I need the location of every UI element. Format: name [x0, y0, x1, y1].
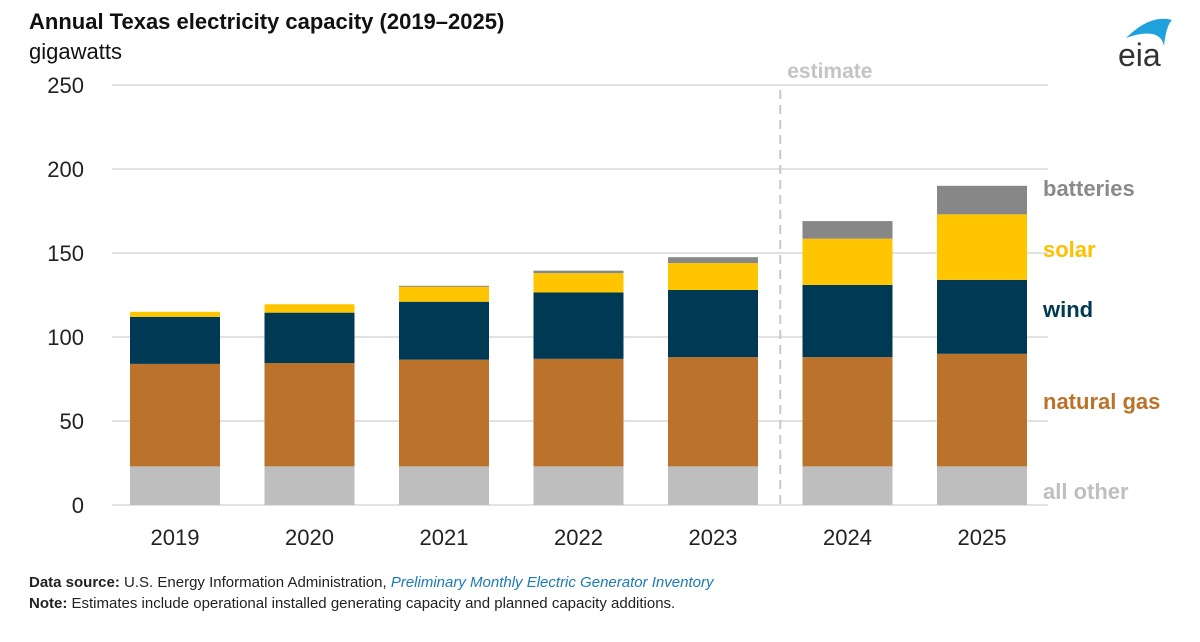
y-tick-label: 50	[60, 409, 84, 434]
bar-stack-2024	[802, 221, 893, 505]
note-label: Note:	[29, 595, 68, 612]
bar-segment-natural-gas-2023	[668, 357, 758, 467]
note-text: Estimates include operational installed …	[71, 595, 676, 612]
x-tick-label: 2025	[958, 525, 1007, 550]
x-tick-label: 2022	[554, 525, 603, 550]
x-tick-label: 2021	[420, 525, 469, 550]
data-source-label: Data source:	[29, 574, 120, 591]
note-line: Note: Estimates include operational inst…	[29, 595, 675, 612]
estimate-annotation: estimate	[779, 60, 872, 505]
bar-segment-batteries-2024	[802, 221, 893, 239]
units-label: gigawatts	[29, 39, 122, 64]
bar-segment-wind-2024	[802, 284, 893, 358]
bar-segment-solar-2025	[937, 214, 1027, 280]
estimate-label: estimate	[787, 60, 872, 83]
logo-swoosh-icon	[1126, 18, 1172, 46]
bar-stack-2020	[264, 304, 355, 505]
bar-segment-all-other-2020	[264, 466, 355, 505]
bar-segment-all-other-2023	[668, 466, 758, 505]
y-tick-label: 200	[47, 157, 84, 182]
bar-segment-natural-gas-2022	[533, 358, 624, 467]
bar-segment-solar-2020	[264, 304, 355, 313]
bar-segment-all-other-2024	[802, 466, 893, 505]
bars	[130, 185, 1027, 505]
legend-label-wind: wind	[1042, 297, 1093, 322]
bar-segment-natural-gas-2024	[802, 357, 893, 467]
bar-segment-solar-2019	[130, 311, 220, 317]
legend-label-batteries: batteries	[1043, 176, 1135, 201]
y-tick-label: 100	[47, 325, 84, 350]
bar-segment-wind-2022	[533, 292, 624, 359]
bar-stack-2025	[937, 185, 1027, 505]
bar-segment-batteries-2023	[668, 257, 758, 264]
data-source-text: U.S. Energy Information Administration,	[124, 574, 387, 591]
bar-segment-natural-gas-2019	[130, 363, 220, 467]
bar-segment-all-other-2022	[533, 466, 624, 505]
bar-segment-solar-2024	[802, 238, 893, 285]
x-tick-label: 2024	[823, 525, 872, 550]
bar-segment-solar-2021	[399, 286, 489, 302]
x-tick-label: 2020	[285, 525, 334, 550]
bar-segment-wind-2020	[264, 312, 355, 364]
bar-segment-solar-2022	[533, 273, 624, 293]
bar-segment-natural-gas-2025	[937, 353, 1027, 467]
y-tick-label: 0	[72, 493, 84, 518]
legend-label-natural-gas: natural gas	[1043, 389, 1160, 414]
legend-label-all-other: all other	[1043, 479, 1129, 504]
logo-text: eia	[1118, 37, 1161, 70]
bar-segment-wind-2023	[668, 289, 758, 358]
bar-segment-natural-gas-2020	[264, 363, 355, 467]
bar-stack-2022	[533, 270, 624, 505]
bar-segment-wind-2021	[399, 301, 489, 360]
bar-segment-wind-2019	[130, 316, 220, 364]
y-axis-ticks: 0 50 100 150 200 250	[47, 73, 84, 518]
legend-label-solar: solar	[1043, 237, 1096, 262]
bar-segment-wind-2025	[937, 279, 1027, 354]
data-source-line: Data source: U.S. Energy Information Adm…	[29, 574, 713, 591]
x-tick-label: 2019	[151, 525, 200, 550]
bar-stack-2023	[668, 257, 758, 505]
data-source-link[interactable]: Preliminary Monthly Electric Generator I…	[390, 574, 714, 591]
bar-segment-batteries-2021	[399, 285, 489, 287]
bar-stack-2019	[130, 311, 220, 505]
bar-segment-all-other-2025	[937, 466, 1027, 505]
bar-segment-all-other-2021	[399, 466, 489, 505]
eia-logo: eia	[1118, 18, 1172, 70]
y-tick-label: 150	[47, 241, 84, 266]
chart-title: Annual Texas electricity capacity (2019–…	[29, 9, 505, 34]
bar-segment-batteries-2025	[937, 185, 1027, 215]
bar-segment-batteries-2022	[533, 270, 624, 274]
x-tick-label: 2023	[689, 525, 738, 550]
legend: all other natural gas wind solar batteries	[1042, 176, 1160, 504]
y-tick-label: 250	[47, 73, 84, 98]
bar-segment-solar-2023	[668, 263, 758, 290]
bar-segment-natural-gas-2021	[399, 359, 489, 467]
bar-stack-2021	[399, 285, 489, 505]
x-axis-ticks: 2019 2020 2021 2022 2023 2024 2025	[151, 525, 1007, 550]
bar-segment-all-other-2019	[130, 466, 220, 505]
